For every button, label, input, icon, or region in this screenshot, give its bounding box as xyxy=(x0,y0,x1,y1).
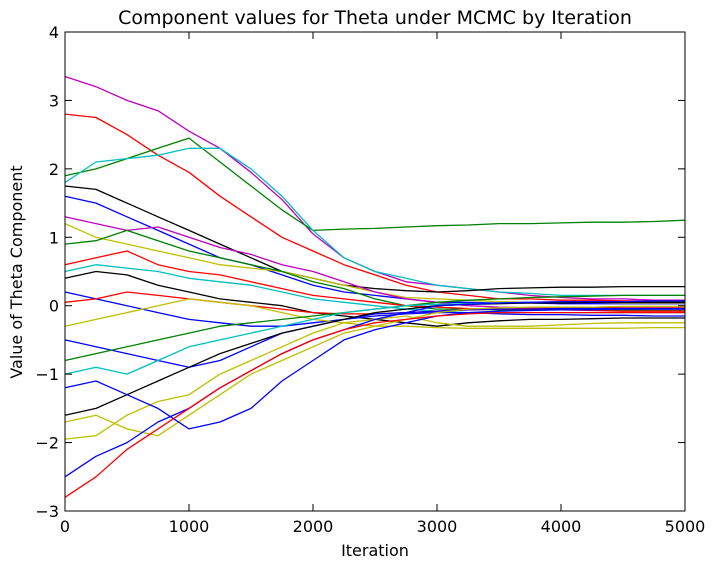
x-tick-label: 1000 xyxy=(169,517,210,536)
chart-title: Component values for Theta under MCMC by… xyxy=(118,7,632,29)
y-tick-label: 2 xyxy=(49,160,59,179)
y-tick-label: −1 xyxy=(35,365,59,384)
y-tick-label: 0 xyxy=(49,297,59,316)
series-line xyxy=(64,185,685,293)
series-line xyxy=(64,147,685,297)
series-line xyxy=(64,308,685,430)
x-axis-label: Iteration xyxy=(341,541,409,560)
x-tick-label: 0 xyxy=(60,517,70,536)
series-line xyxy=(64,301,685,416)
series-line xyxy=(64,311,685,498)
y-tick-label: −3 xyxy=(35,502,59,521)
series-line xyxy=(64,305,685,437)
x-tick-label: 5000 xyxy=(665,517,706,536)
y-tick-label: 1 xyxy=(49,228,59,247)
series-line xyxy=(64,307,685,368)
y-tick-label: 4 xyxy=(49,23,59,42)
series-line xyxy=(64,113,685,302)
plot-frame xyxy=(64,31,686,512)
tick-layer: 0 1000 2000 3000 4000 5000 −3 −2 −1 0 1 2 3 4 xyxy=(35,23,705,536)
x-tick-label: 2000 xyxy=(293,517,334,536)
series-line xyxy=(64,291,685,327)
series-line xyxy=(64,300,685,478)
y-tick-label: 3 xyxy=(49,91,59,110)
series-line xyxy=(64,137,686,232)
series-layer xyxy=(64,75,686,498)
x-tick-label: 4000 xyxy=(541,517,582,536)
y-axis-label: Value of Theta Component xyxy=(7,165,26,378)
series-line xyxy=(64,195,685,305)
y-tick-label: −2 xyxy=(35,434,59,453)
x-tick-label: 3000 xyxy=(417,517,458,536)
